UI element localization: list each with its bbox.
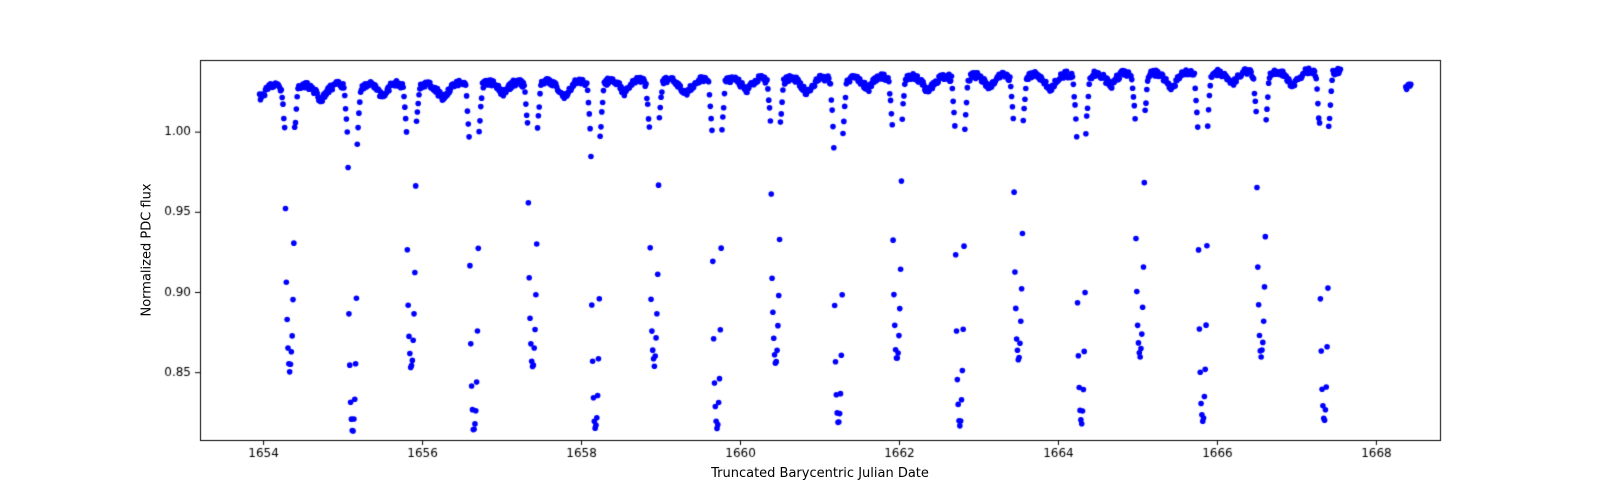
x-axis-label: Truncated Barycentric Julian Date (711, 466, 929, 488)
lightcurve-canvas (0, 0, 1600, 500)
y-axis-label: Normalized PDC flux (140, 183, 155, 316)
chart-container: Truncated Barycentric Julian Date Normal… (0, 0, 1600, 500)
